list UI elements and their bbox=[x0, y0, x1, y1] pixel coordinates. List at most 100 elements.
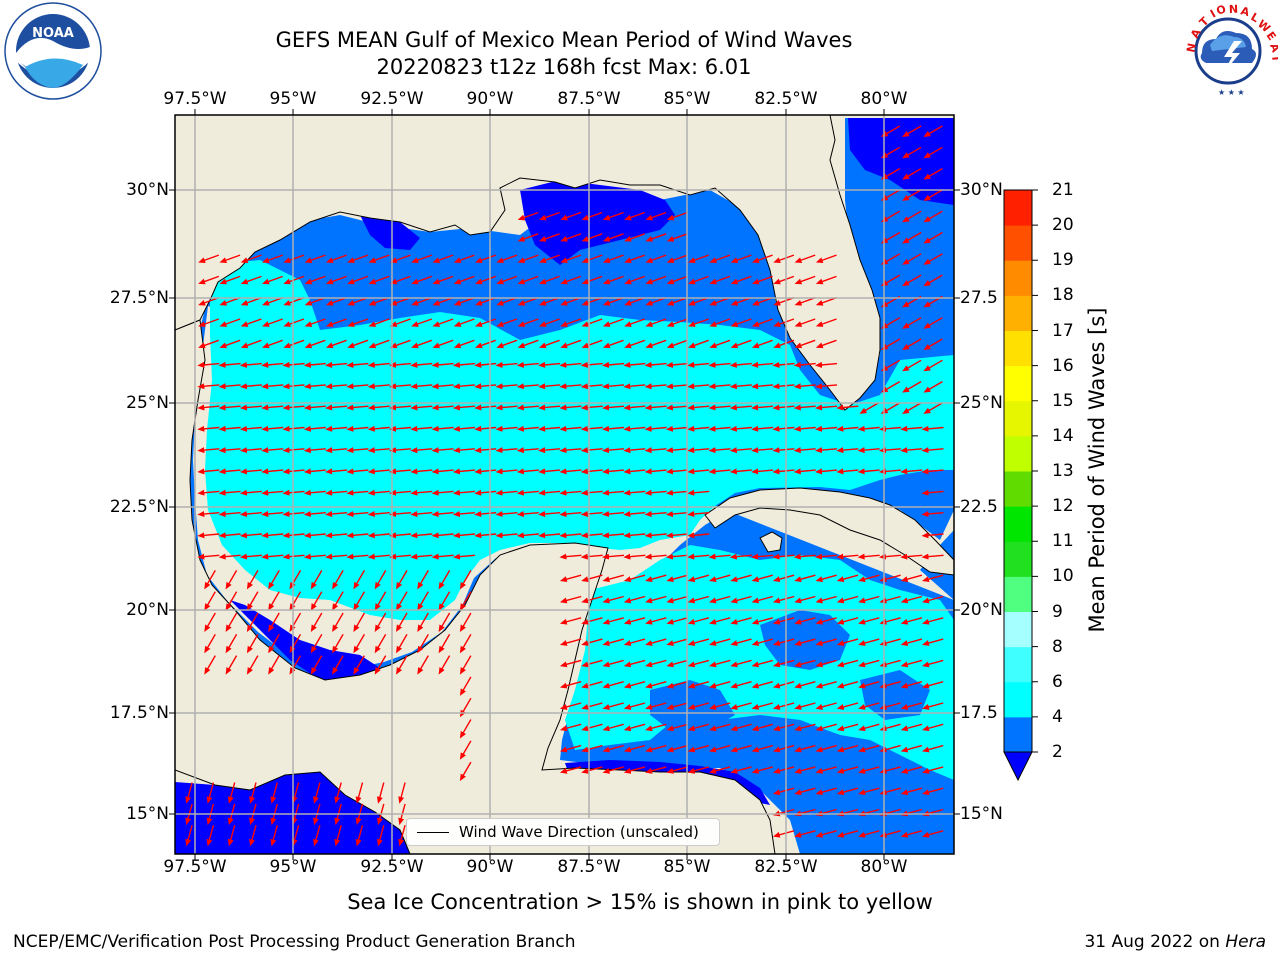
wave-direction-arrow bbox=[431, 532, 454, 539]
wave-direction-arrow bbox=[538, 425, 561, 432]
wave-direction-arrow bbox=[666, 339, 688, 349]
wave-direction-arrow bbox=[836, 830, 859, 838]
wave-direction-arrow bbox=[751, 744, 773, 753]
wave-direction-arrow bbox=[602, 702, 624, 710]
wave-direction-arrow bbox=[282, 511, 305, 518]
wave-direction-arrow bbox=[474, 489, 497, 496]
wave-direction-arrow bbox=[219, 275, 241, 285]
wave-direction-arrow bbox=[794, 787, 816, 796]
wave-direction-arrow bbox=[645, 681, 667, 689]
wave-direction-arrow bbox=[602, 766, 624, 774]
wave-direction-arrow bbox=[858, 830, 880, 838]
wave-direction-arrow bbox=[687, 638, 710, 646]
wave-direction-arrow bbox=[623, 574, 646, 583]
wave-direction-arrow bbox=[389, 318, 411, 327]
wave-direction-arrow bbox=[623, 595, 646, 604]
wave-direction-arrow bbox=[282, 447, 305, 454]
wave-direction-arrow bbox=[282, 425, 305, 432]
wave-direction-arrow bbox=[560, 254, 582, 263]
wave-direction-arrow bbox=[218, 447, 241, 454]
wave-direction-arrow bbox=[922, 638, 944, 646]
wave-direction-arrow bbox=[325, 275, 347, 285]
wave-direction-arrow bbox=[880, 253, 901, 265]
wave-direction-arrow bbox=[602, 318, 624, 327]
wave-direction-arrow bbox=[538, 489, 561, 496]
wave-direction-arrow bbox=[794, 339, 816, 349]
wave-direction-arrow bbox=[751, 425, 774, 432]
wave-direction-arrow bbox=[355, 782, 364, 804]
wave-direction-arrow bbox=[395, 633, 408, 654]
wave-direction-arrow bbox=[709, 723, 731, 732]
wave-direction-arrow bbox=[417, 612, 429, 632]
wave-direction-arrow bbox=[452, 404, 475, 411]
wave-direction-arrow bbox=[730, 574, 752, 583]
wave-direction-arrow bbox=[836, 595, 859, 604]
wave-direction-arrow bbox=[645, 702, 667, 710]
wave-direction-arrow bbox=[879, 595, 901, 604]
wave-direction-arrow bbox=[198, 254, 220, 263]
colorbar-tick-label: 4 bbox=[1052, 706, 1063, 727]
wave-direction-arrow bbox=[623, 766, 646, 774]
x-tick-top-87-5w: 87.5°W bbox=[557, 89, 621, 109]
wave-direction-arrow bbox=[325, 425, 348, 432]
wave-direction-arrow bbox=[218, 468, 241, 475]
wave-direction-arrow bbox=[815, 339, 837, 349]
wave-direction-arrow bbox=[602, 659, 624, 668]
wave-direction-arrow bbox=[751, 468, 774, 475]
wave-direction-arrow bbox=[624, 211, 646, 221]
wave-direction-arrow bbox=[410, 383, 433, 390]
wave-direction-arrow bbox=[730, 254, 752, 263]
wave-direction-arrow bbox=[815, 595, 837, 604]
wave-direction-arrow bbox=[665, 361, 688, 368]
x-tick-top-80w: 80°W bbox=[860, 89, 908, 109]
wave-direction-arrow bbox=[453, 254, 475, 263]
wave-direction-arrow bbox=[246, 591, 259, 611]
wave-direction-arrow bbox=[793, 468, 816, 475]
wave-direction-arrow bbox=[644, 383, 667, 390]
wave-direction-arrow bbox=[346, 532, 369, 539]
wave-direction-arrow bbox=[325, 447, 348, 454]
wave-direction-arrow bbox=[411, 318, 433, 327]
colorbar bbox=[1003, 189, 1038, 782]
wave-direction-arrow bbox=[218, 532, 241, 539]
wave-direction-arrow bbox=[900, 468, 923, 475]
wave-direction-arrow bbox=[793, 447, 816, 454]
wave-direction-arrow bbox=[623, 617, 646, 625]
wave-direction-arrow bbox=[283, 318, 305, 327]
wave-direction-arrow bbox=[225, 655, 238, 675]
wave-direction-arrow bbox=[730, 318, 752, 327]
tick-marks bbox=[169, 109, 960, 860]
wave-direction-arrow bbox=[452, 468, 475, 475]
wave-direction-arrow bbox=[644, 468, 667, 475]
sea-ice-note: Sea Ice Concentration > 15% is shown in … bbox=[347, 890, 933, 914]
wave-direction-arrow bbox=[411, 339, 433, 349]
wave-direction-arrow bbox=[900, 425, 923, 432]
wave-direction-arrow bbox=[334, 782, 342, 804]
wave-direction-arrow bbox=[303, 404, 326, 411]
wave-direction-arrow bbox=[794, 808, 816, 817]
colorbar-segment bbox=[1004, 260, 1032, 296]
wave-direction-arrow bbox=[218, 404, 241, 411]
wave-direction-arrow bbox=[239, 468, 262, 475]
wave-direction-arrow bbox=[310, 570, 323, 590]
wave-direction-arrow bbox=[709, 254, 731, 263]
wave-direction-arrow bbox=[197, 361, 220, 368]
wave-direction-arrow bbox=[332, 612, 344, 632]
wave-direction-arrow bbox=[880, 274, 901, 287]
wave-direction-arrow bbox=[346, 404, 369, 411]
wave-direction-arrow bbox=[858, 744, 880, 753]
wave-direction-arrow bbox=[367, 532, 390, 539]
wave-direction-arrow bbox=[376, 825, 385, 847]
wave-direction-arrow bbox=[730, 339, 752, 349]
wave-direction-arrow bbox=[879, 744, 901, 753]
wave-direction-arrow bbox=[879, 830, 901, 838]
footer-credit: NCEP/EMC/Verification Post Processing Pr… bbox=[13, 932, 576, 952]
wave-direction-arrow bbox=[197, 468, 220, 475]
x-tick-bottom-80w: 80°W bbox=[860, 857, 908, 877]
wave-direction-arrow bbox=[303, 425, 326, 432]
wave-direction-arrow bbox=[249, 825, 257, 847]
svg-text:N: N bbox=[1229, 3, 1239, 16]
wave-direction-arrow bbox=[517, 211, 539, 221]
y-tick-left-22-5n: 22.5°N bbox=[109, 497, 169, 517]
wave-direction-arrow bbox=[496, 318, 518, 327]
